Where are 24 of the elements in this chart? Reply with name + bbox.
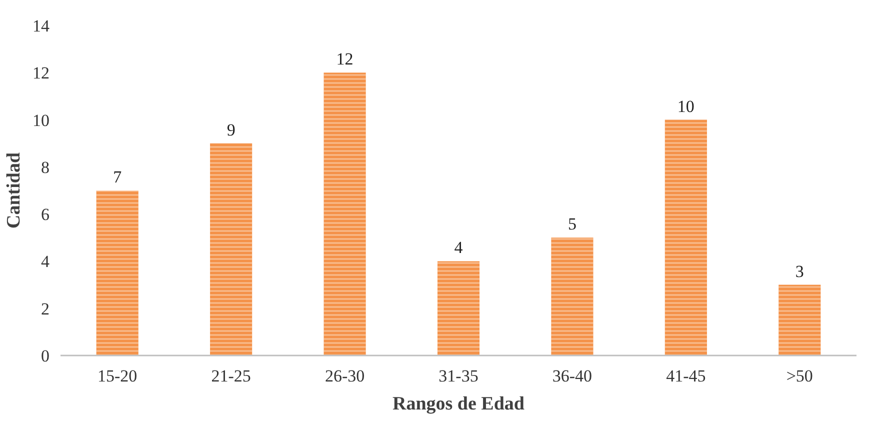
x-tick-label: 36-40 xyxy=(552,366,592,386)
data-label: 9 xyxy=(226,120,236,140)
y-tick-label: 12 xyxy=(32,64,50,83)
x-tick-label: 21-25 xyxy=(211,366,251,386)
data-label: 4 xyxy=(454,238,464,258)
data-label: 12 xyxy=(336,50,354,69)
x-axis-title: Rangos de Edad xyxy=(392,394,525,414)
x-tick-label: 41-45 xyxy=(666,366,706,386)
data-label: 10 xyxy=(677,96,694,116)
y-tick-label: 6 xyxy=(41,205,50,224)
y-tick-label: 4 xyxy=(41,252,50,272)
x-tick-label: 31-35 xyxy=(438,366,478,386)
y-tick-label: 0 xyxy=(41,346,50,366)
data-label: 7 xyxy=(113,168,122,186)
data-label: 3 xyxy=(795,262,804,281)
x-tick-label: 26-30 xyxy=(324,366,365,386)
y-tick-label: 10 xyxy=(32,110,50,130)
x-tick-label: >50 xyxy=(786,366,813,386)
y-axis-title: Cantidad xyxy=(4,152,24,229)
data-label: 5 xyxy=(568,214,576,234)
y-tick-label: 8 xyxy=(41,158,50,177)
x-tick-label: 15-20 xyxy=(98,366,138,386)
y-tick-label: 2 xyxy=(41,299,50,318)
y-tick-label: 14 xyxy=(32,16,50,36)
